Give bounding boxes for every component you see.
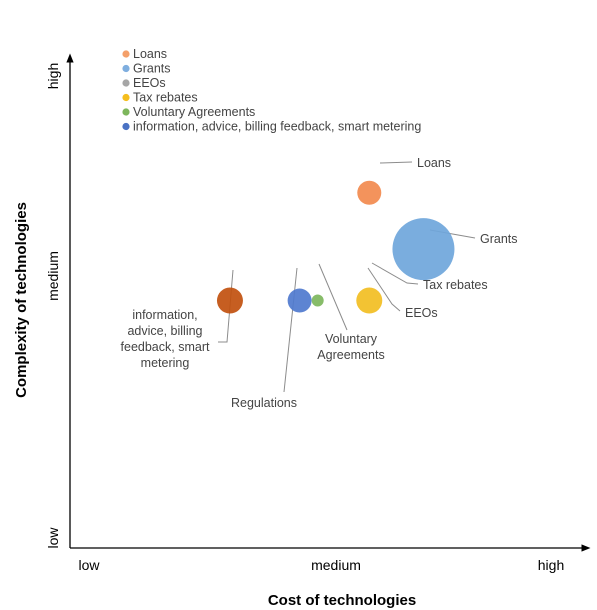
bubble-label-voluntary-agreements: Agreements xyxy=(317,348,384,362)
legend-marker-tax-rebates xyxy=(122,93,130,102)
bubble-label-eeos: EEOs xyxy=(405,306,438,320)
bubble-label-information-advice-billing-feedback-smart-metering: information, xyxy=(132,308,197,322)
legend-marker-grants xyxy=(122,64,130,73)
x-tick-medium: medium xyxy=(311,557,361,573)
legend-label-voluntary-agreements: Voluntary Agreements xyxy=(133,105,255,119)
legend-label-grants: Grants xyxy=(133,62,171,76)
legend-marker-loans xyxy=(122,50,130,58)
bubble-tax-rebates xyxy=(356,287,383,314)
leader-line-regulations xyxy=(283,267,298,393)
x-axis-title: Cost of technologies xyxy=(268,592,416,609)
bubble-regulations xyxy=(287,288,312,313)
y-tick-low: low xyxy=(45,527,61,549)
bubbles xyxy=(216,180,455,314)
legend-label-information-advice-billing-feedback-smart-metering: information, advice, billing feedback, s… xyxy=(133,120,421,134)
leader-line-loans xyxy=(379,161,413,164)
bubble-label-regulations: Regulations xyxy=(231,396,297,410)
bubble-label-voluntary-agreements: Voluntary xyxy=(325,332,378,346)
bubble-grants xyxy=(392,218,455,281)
legend-marker-voluntary-agreements xyxy=(122,108,130,116)
y-axis-title: Complexity of technologies xyxy=(13,202,30,398)
bubble-label-information-advice-billing-feedback-smart-metering: advice, billing xyxy=(127,324,202,338)
y-tick-medium: medium xyxy=(45,251,61,301)
leader-line-eeos xyxy=(367,267,401,312)
bubble-information-advice-billing-feedback-smart-metering xyxy=(216,287,243,314)
legend-marker-eeos xyxy=(122,79,130,87)
bubble-loans xyxy=(357,180,382,205)
bubble-label-loans: Loans xyxy=(417,156,451,170)
leader-lines xyxy=(218,161,476,393)
bubble-voluntary-agreements xyxy=(311,294,324,307)
x-tick-high: high xyxy=(538,557,564,573)
legend-marker-information-advice-billing-feedback-smart-metering xyxy=(122,122,130,131)
bubble-label-information-advice-billing-feedback-smart-metering: metering xyxy=(141,356,190,370)
bubble-label-tax-rebates: Tax rebates xyxy=(423,278,488,292)
bubble-label-information-advice-billing-feedback-smart-metering: feedback, smart xyxy=(121,340,210,354)
legend-label-loans: Loans xyxy=(133,47,167,61)
legend-label-tax-rebates: Tax rebates xyxy=(133,91,198,105)
leader-line-tax-rebates xyxy=(371,262,419,285)
leader-line-voluntary-agreements xyxy=(318,263,348,331)
legend-label-eeos: EEOs xyxy=(133,76,166,90)
bubble-label-grants: Grants xyxy=(480,232,518,246)
y-tick-high: high xyxy=(45,63,61,89)
bubble-labels: Loans Grants Tax rebates EEOs Voluntary Agree… xyxy=(121,156,518,410)
x-tick-low: low xyxy=(78,557,100,573)
